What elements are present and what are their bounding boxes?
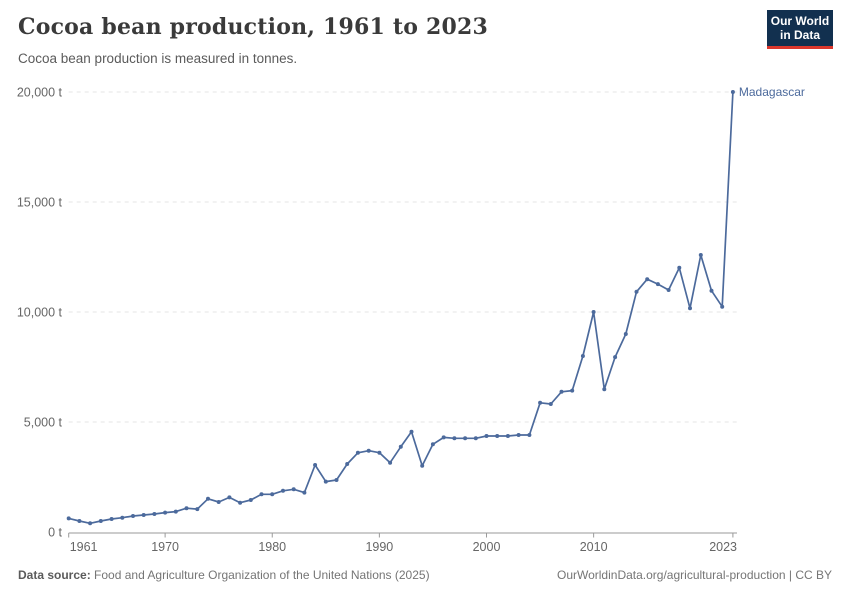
x-axis-label: 1970 bbox=[151, 540, 179, 554]
data-point bbox=[184, 506, 189, 511]
data-point bbox=[98, 519, 103, 523]
data-point bbox=[516, 433, 521, 437]
data-point bbox=[77, 519, 82, 523]
data-point bbox=[688, 306, 692, 311]
plot-area[interactable] bbox=[69, 82, 743, 532]
y-axis-label: 15,000 t bbox=[17, 196, 63, 210]
data-point bbox=[538, 400, 543, 405]
owid-logo-line2: in Data bbox=[779, 28, 820, 42]
data-point bbox=[238, 500, 243, 505]
data-point bbox=[270, 492, 275, 497]
data-point bbox=[141, 513, 146, 517]
data-point bbox=[473, 436, 478, 441]
data-point bbox=[484, 434, 489, 438]
chart-subtitle: Cocoa bean production is measured in ton… bbox=[18, 51, 298, 66]
data-point bbox=[163, 510, 168, 515]
data-point bbox=[259, 492, 264, 497]
data-point bbox=[591, 310, 596, 314]
data-point bbox=[366, 448, 371, 453]
data-point bbox=[709, 288, 714, 293]
data-point bbox=[559, 389, 564, 394]
data-point bbox=[634, 289, 639, 294]
data-source-label: Data source: bbox=[18, 568, 91, 582]
x-axis-label: 2000 bbox=[473, 540, 501, 554]
data-point bbox=[302, 490, 307, 495]
owid-logo[interactable]: Our World in Data bbox=[767, 10, 833, 49]
data-point bbox=[313, 463, 318, 467]
y-axis-label: 20,000 t bbox=[17, 86, 63, 100]
data-point bbox=[495, 434, 500, 438]
data-point bbox=[109, 517, 114, 521]
data-point bbox=[88, 521, 93, 526]
data-point bbox=[602, 387, 607, 392]
data-point bbox=[120, 515, 125, 520]
data-point bbox=[720, 304, 725, 309]
data-point bbox=[248, 498, 253, 502]
data-point bbox=[548, 402, 553, 406]
data-point bbox=[430, 442, 435, 447]
data-point bbox=[216, 500, 221, 504]
data-point bbox=[505, 434, 510, 438]
data-point bbox=[131, 514, 135, 518]
data-source: Data source: Food and Agriculture Organi… bbox=[18, 568, 430, 582]
data-point bbox=[66, 516, 71, 521]
x-axis-label: 1980 bbox=[258, 540, 286, 554]
x-axis-label: 1961 bbox=[70, 540, 98, 554]
chart-footer: Data source: Food and Agriculture Organi… bbox=[18, 568, 832, 582]
data-point bbox=[570, 388, 575, 393]
data-point bbox=[463, 436, 468, 441]
data-point bbox=[409, 429, 414, 434]
x-axis-label: 2023 bbox=[709, 540, 737, 554]
data-point bbox=[377, 450, 382, 455]
data-point bbox=[666, 288, 671, 292]
data-point bbox=[152, 512, 157, 516]
data-point bbox=[452, 436, 457, 441]
data-point bbox=[345, 462, 350, 466]
data-point bbox=[527, 433, 532, 437]
data-point bbox=[388, 460, 393, 465]
data-point bbox=[173, 509, 178, 514]
x-axis-label: 2010 bbox=[580, 540, 608, 554]
data-point bbox=[623, 332, 628, 336]
data-point bbox=[580, 354, 585, 358]
data-point bbox=[355, 450, 360, 455]
data-point bbox=[655, 282, 660, 287]
data-point bbox=[323, 479, 328, 484]
data-point bbox=[645, 277, 650, 282]
data-point bbox=[677, 265, 682, 270]
data-point bbox=[334, 478, 339, 482]
entity-label[interactable]: Madagascar bbox=[739, 85, 805, 99]
y-axis-label: 5,000 t bbox=[24, 416, 63, 430]
y-axis-label: 0 t bbox=[48, 526, 62, 540]
data-point bbox=[441, 435, 446, 440]
data-point bbox=[420, 463, 425, 468]
data-point bbox=[291, 487, 296, 492]
data-point bbox=[227, 495, 232, 500]
owid-logo-line1: Our World bbox=[770, 14, 830, 28]
data-point bbox=[206, 496, 210, 501]
data-point bbox=[698, 253, 703, 257]
data-source-text: Food and Agriculture Organization of the… bbox=[90, 568, 430, 582]
data-point bbox=[281, 488, 285, 493]
data-point bbox=[730, 90, 735, 94]
credit-link[interactable]: OurWorldinData.org/agricultural-producti… bbox=[556, 568, 832, 582]
data-point bbox=[195, 507, 200, 512]
x-axis-label: 1990 bbox=[365, 540, 393, 554]
chart-title: Cocoa bean production, 1961 to 2023 bbox=[18, 14, 488, 40]
data-point bbox=[613, 355, 618, 360]
data-point bbox=[398, 444, 403, 449]
y-axis-label: 10,000 t bbox=[17, 306, 63, 320]
